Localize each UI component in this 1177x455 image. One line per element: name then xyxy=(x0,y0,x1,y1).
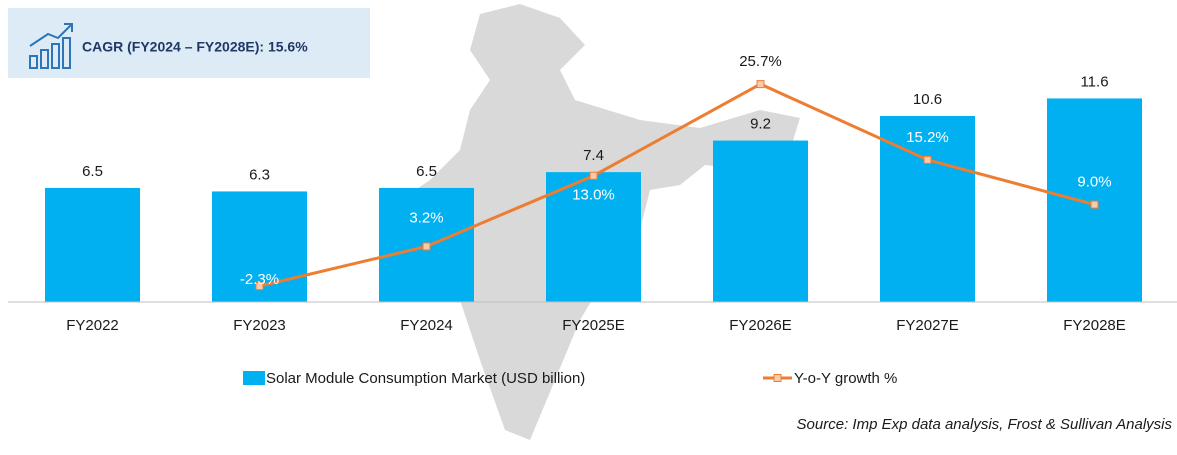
growth-marker xyxy=(756,80,765,89)
bar xyxy=(713,140,808,302)
x-tick-label: FY2028E xyxy=(1063,317,1126,334)
bar xyxy=(45,187,140,302)
growth-label: -2.3% xyxy=(240,271,279,288)
x-tick-label: FY2024 xyxy=(400,317,453,334)
bar-value-label: 6.5 xyxy=(82,163,103,180)
growth-marker xyxy=(923,155,932,164)
growth-icon xyxy=(29,23,73,69)
bar xyxy=(546,172,641,302)
source: Source: Imp Exp data analysis, Frost & S… xyxy=(797,416,1173,433)
growth-label: 9.0% xyxy=(1077,174,1111,191)
bar-value-label: 10.6 xyxy=(913,91,942,108)
legend-label: Solar Module Consumption Market (USD bil… xyxy=(266,370,585,387)
bar-value-label: 11.6 xyxy=(1080,73,1108,90)
growth-line xyxy=(259,82,1095,288)
legend-swatch xyxy=(243,371,265,385)
bar-value-label: 6.3 xyxy=(249,166,270,183)
growth-label: 15.2% xyxy=(906,129,949,146)
growth-label: 25.7% xyxy=(739,53,782,70)
growth-marker xyxy=(422,242,431,251)
x-tick-label: FY2025E xyxy=(562,317,625,334)
x-tick-label: FY2022 xyxy=(66,317,119,334)
growth-label: 3.2% xyxy=(409,209,443,226)
growth-label: 13.0% xyxy=(572,187,615,204)
growth-marker xyxy=(255,282,264,291)
annotation-box xyxy=(8,8,370,78)
bar xyxy=(1047,98,1142,302)
bar-value-label: 9.2 xyxy=(750,116,771,133)
legend-marker xyxy=(773,374,782,382)
legend-label: Y-o-Y growth % xyxy=(794,370,897,387)
growth-marker xyxy=(1090,200,1099,209)
x-tick-label: FY2026E xyxy=(729,317,792,334)
x-tick-label: FY2027E xyxy=(896,317,959,334)
growth-marker xyxy=(589,171,598,180)
bar-value-label: 7.4 xyxy=(583,147,604,164)
bar-value-label: 6.5 xyxy=(416,163,437,180)
annotation: CAGR (FY2024 – FY2028E): 15.6% xyxy=(82,39,308,55)
x-tick-label: FY2023 xyxy=(233,317,286,334)
